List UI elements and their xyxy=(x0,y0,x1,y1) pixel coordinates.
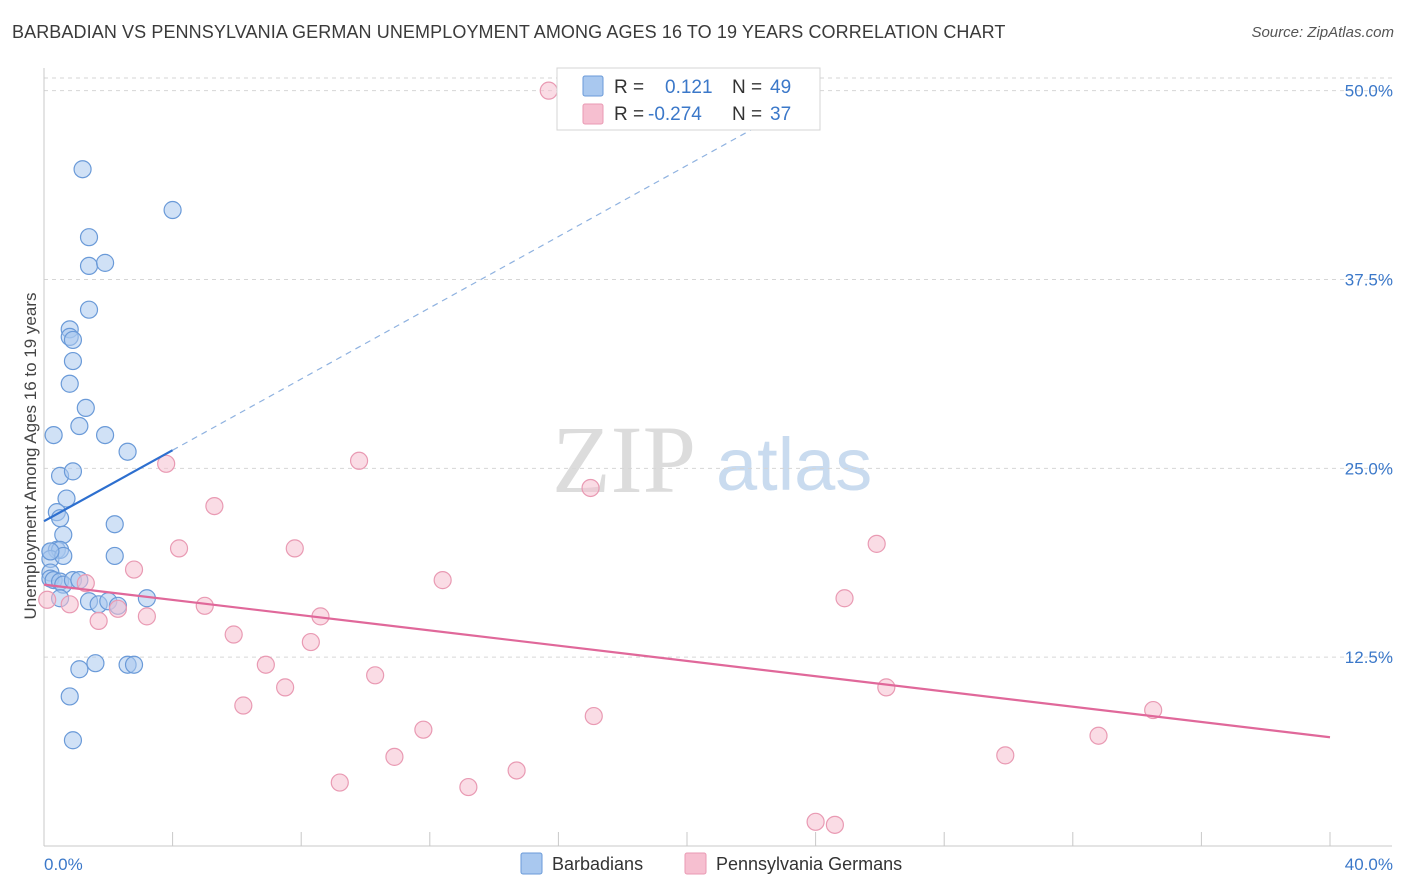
chart-title: BARBADIAN VS PENNSYLVANIA GERMAN UNEMPLO… xyxy=(12,22,1006,42)
legend-swatch-blue xyxy=(582,75,604,97)
pennsylvania-german-point-32 xyxy=(507,761,526,780)
legend-n-value-pink: 37 xyxy=(770,104,791,125)
barbadian-point-8 xyxy=(63,330,83,350)
legend-label-pennsylvania-germans: Pennsylvania Germans xyxy=(716,854,902,874)
pennsylvania-german-point-29 xyxy=(1089,726,1108,745)
barbadian-point-47 xyxy=(63,731,83,750)
pennsylvania-german-point-13 xyxy=(108,599,128,618)
pennsylvania-german-point-26 xyxy=(584,706,603,726)
barbadian-point-48 xyxy=(41,542,60,561)
trend-line-pennsylvania-germans xyxy=(43,583,1331,739)
pennsylvania-german-point-7 xyxy=(867,534,886,553)
y-tick-label-1: 25.0% xyxy=(1345,459,1393,478)
pennsylvania-german-point-5 xyxy=(169,539,189,558)
barbadian-point-2 xyxy=(79,228,99,247)
pennsylvania-german-point-21 xyxy=(256,655,275,674)
barbadian-point-1 xyxy=(163,200,182,220)
pennsylvania-german-point-9 xyxy=(433,571,452,590)
y-tick-labels: 12.5% 25.0% 37.5% 50.0% xyxy=(1345,82,1393,668)
pennsylvania-german-point-11 xyxy=(38,590,57,609)
pennsylvania-german-point-0 xyxy=(539,81,558,100)
pennsylvania-german-point-2 xyxy=(349,451,369,470)
barbadian-point-42 xyxy=(86,654,105,673)
x-tick-label-min: 0.0% xyxy=(44,855,83,874)
barbadian-point-21 xyxy=(105,515,124,534)
barbadian-point-12 xyxy=(70,416,89,436)
series-pennsylvania-germans xyxy=(38,81,1163,834)
pennsylvania-german-point-23 xyxy=(276,678,295,697)
pennsylvania-german-point-27 xyxy=(414,720,433,739)
pennsylvania-german-point-33 xyxy=(330,773,349,792)
pennsylvania-german-point-16 xyxy=(89,611,108,631)
pennsylvania-german-point-1 xyxy=(157,454,176,473)
watermark-zip: ZIP xyxy=(552,406,696,513)
pennsylvania-german-point-4 xyxy=(205,496,224,516)
pennsylvania-german-point-3 xyxy=(581,478,600,498)
trend-line-barbadians-extension xyxy=(172,120,768,451)
pennsylvania-german-point-25 xyxy=(234,696,253,715)
barbadian-point-43 xyxy=(70,660,89,679)
pennsylvania-german-point-17 xyxy=(137,607,156,626)
y-tick-label-0: 12.5% xyxy=(1345,648,1393,667)
legend-n-label-pink: N = xyxy=(732,104,762,125)
pennsylvania-german-point-30 xyxy=(1144,700,1163,720)
legend-r-value-pink: -0.274 xyxy=(648,104,702,125)
legend-n-label-blue: N = xyxy=(732,77,762,98)
barbadian-point-10 xyxy=(60,374,79,393)
pennsylvania-german-point-24 xyxy=(877,678,896,697)
watermark-atlas: atlas xyxy=(716,423,872,506)
pennsylvania-german-point-14 xyxy=(195,596,214,615)
barbadian-point-0 xyxy=(73,160,92,179)
trend-line-barbadians xyxy=(43,449,174,523)
barbadian-point-15 xyxy=(118,442,137,461)
pennsylvania-german-point-6 xyxy=(285,539,304,558)
barbadian-point-18 xyxy=(57,489,76,508)
gridlines xyxy=(44,77,1392,658)
pennsylvania-german-point-12 xyxy=(60,595,79,614)
pennsylvania-german-point-8 xyxy=(124,560,144,579)
barbadian-point-46 xyxy=(60,687,79,706)
correlation-legend: R = 0.121 N = 49 R = -0.274 N = 37 xyxy=(556,67,821,131)
barbadian-point-45 xyxy=(124,655,144,674)
x-tick-label-max: 40.0% xyxy=(1345,855,1393,874)
legend-r-label-pink: R = xyxy=(614,104,644,125)
barbadian-point-11 xyxy=(76,398,95,418)
pennsylvania-german-point-19 xyxy=(224,625,243,644)
barbadian-point-17 xyxy=(63,462,83,481)
series-legend: Barbadians Pennsylvania Germans xyxy=(520,852,902,875)
x-axis-ticks xyxy=(172,832,1331,846)
series-barbadians xyxy=(41,160,182,750)
pennsylvania-german-point-35 xyxy=(806,812,825,831)
barbadian-point-3 xyxy=(79,256,99,275)
legend-r-value-blue: 0.121 xyxy=(665,77,713,98)
legend-swatch-pink xyxy=(582,103,604,125)
barbadian-point-22 xyxy=(54,525,73,544)
barbadian-point-13 xyxy=(44,425,63,445)
y-axis-label: Unemployment Among Ages 16 to 19 years xyxy=(21,293,40,620)
pennsylvania-german-point-34 xyxy=(459,777,478,797)
pennsylvania-german-point-36 xyxy=(825,815,844,834)
pennsylvania-german-point-31 xyxy=(996,746,1015,765)
barbadian-point-9 xyxy=(63,351,83,371)
y-tick-label-2: 37.5% xyxy=(1345,270,1393,289)
barbadian-point-28 xyxy=(105,546,124,566)
pennsylvania-german-point-28 xyxy=(385,747,404,766)
legend-swatch-barbadians xyxy=(520,852,543,875)
barbadian-point-5 xyxy=(79,300,99,319)
source-credit: Source: ZipAtlas.com xyxy=(1251,24,1394,41)
pennsylvania-german-point-10 xyxy=(76,574,95,593)
barbadian-point-4 xyxy=(95,253,115,272)
legend-label-barbadians: Barbadians xyxy=(552,854,643,874)
pennsylvania-german-point-22 xyxy=(366,666,385,685)
pennsylvania-german-point-20 xyxy=(301,632,320,652)
legend-r-label-blue: R = xyxy=(614,77,644,98)
legend-n-value-blue: 49 xyxy=(770,77,791,98)
legend-swatch-pennsylvania-germans xyxy=(684,852,707,875)
pennsylvania-german-point-15 xyxy=(835,589,854,608)
trend-lines xyxy=(43,120,1331,739)
barbadian-point-14 xyxy=(95,425,115,445)
y-tick-label-3: 50.0% xyxy=(1345,82,1393,101)
